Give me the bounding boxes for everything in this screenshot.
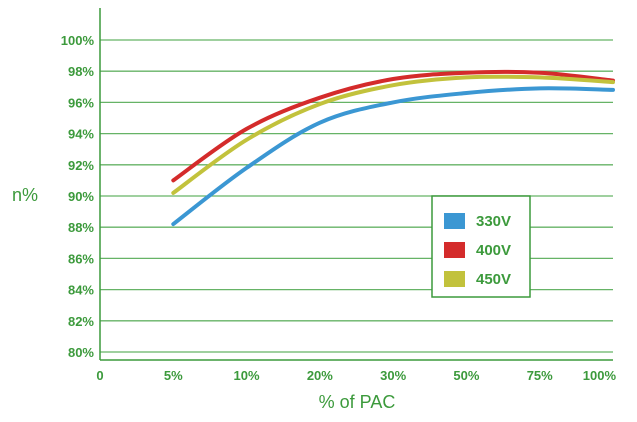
x-tick-label: 75% — [527, 368, 553, 383]
y-tick-label: 98% — [68, 64, 94, 79]
series-line-330V — [171, 86, 615, 227]
x-tick-label: 5% — [164, 368, 183, 383]
x-tick-label: 0 — [96, 368, 103, 383]
y-tick-label: 84% — [68, 283, 94, 298]
legend-swatch — [444, 242, 465, 258]
y-tick-label: 80% — [68, 345, 94, 360]
legend-label: 400V — [476, 242, 511, 259]
x-tick-label: 20% — [307, 368, 333, 383]
y-tick-label: 92% — [68, 158, 94, 173]
y-axis-label: n% — [12, 185, 38, 205]
y-tick-label: 90% — [68, 189, 94, 204]
x-tick-label: 30% — [380, 368, 406, 383]
y-tick-label: 86% — [68, 251, 94, 266]
legend-label: 330V — [476, 213, 511, 230]
series-line-450V — [171, 74, 615, 195]
y-tick-label: 88% — [68, 220, 94, 235]
x-tick-label: 10% — [234, 368, 260, 383]
legend-swatch — [444, 271, 465, 287]
x-tick-labels: 0 5% 10% 20% 30% 50% 75% 100% — [96, 368, 616, 383]
legend-swatch — [444, 213, 465, 229]
legend-label: 450V — [476, 271, 511, 288]
axes — [99, 8, 613, 361]
x-axis-label: % of PAC — [319, 392, 396, 412]
y-tick-label: 96% — [68, 95, 94, 110]
y-tick-labels: 80% 82% 84% 86% 88% 90% 92% 94% 96% 98% 100% — [61, 33, 95, 360]
y-tick-label: 100% — [61, 33, 95, 48]
y-tick-label: 82% — [68, 314, 94, 329]
x-tick-label: 100% — [583, 368, 617, 383]
legend: 330V 400V 450V — [431, 195, 531, 298]
y-tick-label: 94% — [68, 127, 94, 142]
series-line-400V — [171, 69, 615, 183]
x-tick-label: 50% — [453, 368, 479, 383]
series-lines — [171, 69, 615, 227]
